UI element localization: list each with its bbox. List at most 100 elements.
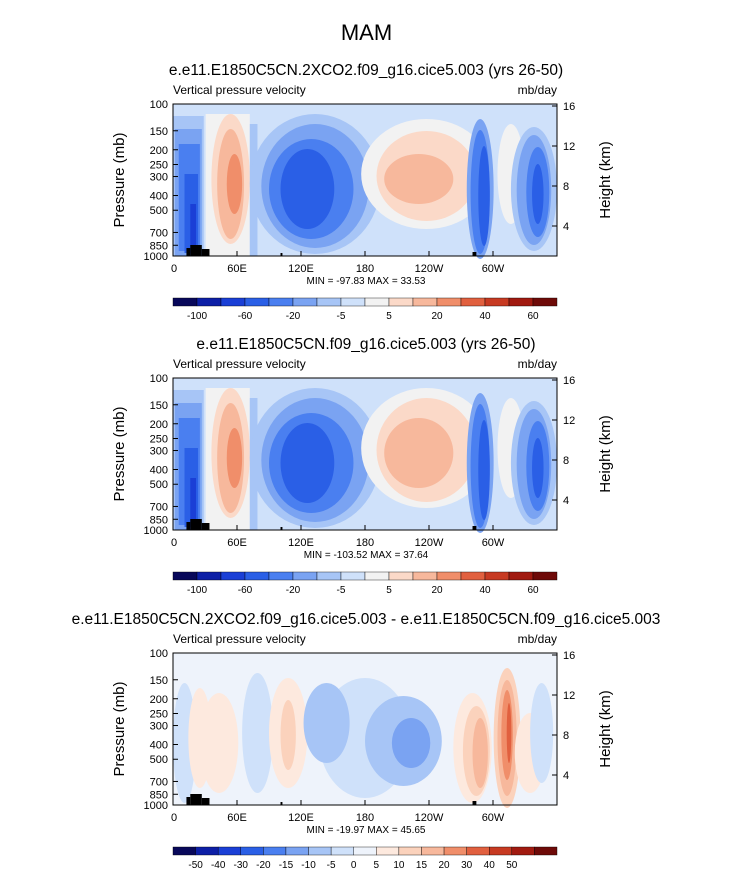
y2-axis-title: Height (km) bbox=[597, 141, 614, 219]
field-contour bbox=[532, 438, 544, 498]
colorbar-swatch bbox=[412, 297, 438, 307]
colorbar-swatch bbox=[316, 571, 342, 581]
panel-title: e.e11.E1850C5CN.f09_g16.cice5.003 (yrs 2… bbox=[196, 336, 535, 353]
field-contour bbox=[303, 683, 350, 763]
x-tick-label: 60E bbox=[227, 812, 247, 824]
y-tick-label: 200 bbox=[150, 419, 168, 431]
colorbar-swatch bbox=[484, 297, 510, 307]
colorbar-swatch bbox=[217, 846, 241, 856]
colorbar-label: -5 bbox=[337, 585, 346, 596]
colorbar-swatch bbox=[172, 297, 198, 307]
colorbar-swatch bbox=[376, 846, 400, 856]
x-tick-label: 120E bbox=[288, 537, 314, 549]
y-tick-label: 1000 bbox=[144, 800, 168, 812]
y-tick-label: 100 bbox=[150, 373, 168, 385]
field-contour bbox=[199, 693, 239, 793]
field-plot bbox=[173, 378, 557, 533]
colorbar-label: 50 bbox=[506, 860, 518, 871]
y-tick-label: 850 bbox=[150, 240, 168, 252]
topography bbox=[201, 523, 210, 530]
colorbar-swatch bbox=[398, 846, 422, 856]
colorbar-label: 20 bbox=[431, 311, 443, 322]
y2-tick-label: 4 bbox=[563, 770, 569, 782]
colorbar-label: 20 bbox=[438, 860, 450, 871]
y-tick-label: 500 bbox=[150, 754, 168, 766]
x-tick-label: 120W bbox=[415, 812, 444, 824]
topography bbox=[186, 797, 191, 805]
x-tick-label: 120E bbox=[288, 263, 314, 275]
colorbar-swatch bbox=[388, 297, 414, 307]
field-contour bbox=[532, 164, 544, 224]
topography bbox=[186, 522, 191, 530]
field-contour bbox=[472, 718, 488, 788]
colorbar-label: -10 bbox=[301, 860, 316, 871]
y2-tick-label: 8 bbox=[563, 730, 569, 742]
field-contour bbox=[391, 718, 431, 768]
y2-tick-label: 16 bbox=[563, 375, 575, 387]
panel-title: e.e11.E1850C5CN.2XCO2.f09_g16.cice5.003 … bbox=[72, 611, 661, 628]
colorbar-label: 30 bbox=[461, 860, 473, 871]
colorbar-label: 15 bbox=[416, 860, 428, 871]
colorbar-swatch bbox=[511, 846, 535, 856]
y-tick-label: 150 bbox=[150, 126, 168, 138]
colorbar-swatch bbox=[220, 571, 246, 581]
y-tick-label: 300 bbox=[150, 721, 168, 733]
field-contour bbox=[530, 683, 554, 783]
y2-tick-label: 12 bbox=[563, 415, 575, 427]
field-contour bbox=[280, 149, 335, 229]
y-tick-label: 700 bbox=[150, 501, 168, 513]
colorbar-label: -50 bbox=[188, 860, 203, 871]
y-tick-label: 100 bbox=[150, 99, 168, 111]
units-label: mb/day bbox=[518, 357, 557, 371]
colorbar-label: -100 bbox=[187, 585, 207, 596]
field-band bbox=[190, 478, 197, 530]
x-tick-label: 120W bbox=[415, 263, 444, 275]
colorbar-swatch bbox=[508, 571, 534, 581]
colorbar-swatch bbox=[330, 846, 354, 856]
y2-tick-label: 16 bbox=[563, 650, 575, 662]
colorbar-label: 0 bbox=[351, 860, 357, 871]
colorbar-label: -60 bbox=[238, 585, 253, 596]
topography bbox=[190, 245, 202, 256]
field-contour bbox=[226, 428, 243, 488]
colorbar-swatch bbox=[172, 571, 198, 581]
y-tick-label: 250 bbox=[150, 708, 168, 720]
colorbar-swatch bbox=[244, 297, 270, 307]
y-tick-label: 500 bbox=[150, 205, 168, 217]
colorbar-label: 60 bbox=[527, 585, 539, 596]
topography bbox=[201, 249, 210, 256]
colorbar-swatch bbox=[220, 297, 246, 307]
y2-tick-label: 12 bbox=[563, 141, 575, 153]
chart-panel-2: e.e11.E1850C5CN.f09_g16.cice5.003 (yrs 2… bbox=[111, 336, 614, 596]
y-axis-title: Pressure (mb) bbox=[111, 681, 128, 776]
topography bbox=[472, 252, 477, 256]
topography bbox=[190, 519, 202, 530]
y-tick-label: 300 bbox=[150, 446, 168, 458]
field-contour bbox=[242, 673, 273, 793]
field-contour bbox=[384, 418, 454, 488]
colorbar-label: -40 bbox=[211, 860, 226, 871]
y-tick-label: 150 bbox=[150, 675, 168, 687]
min-max-stats: MIN = -103.52 MAX = 37.64 bbox=[304, 550, 429, 561]
chart-panel-1: e.e11.E1850C5CN.2XCO2.f09_g16.cice5.003 … bbox=[111, 62, 614, 322]
x-tick-label: 180 bbox=[356, 537, 374, 549]
colorbar-swatch bbox=[388, 571, 414, 581]
min-max-stats: MIN = -19.97 MAX = 45.65 bbox=[307, 825, 426, 836]
colorbar-swatch bbox=[195, 846, 219, 856]
colorbar-label: -30 bbox=[234, 860, 249, 871]
x-tick-label: 60E bbox=[227, 263, 247, 275]
colorbar-swatch bbox=[172, 846, 196, 856]
variable-label: Vertical pressure velocity bbox=[173, 632, 306, 646]
x-tick-label: 120W bbox=[415, 537, 444, 549]
colorbar-swatch bbox=[412, 571, 438, 581]
colorbar-label: 5 bbox=[386, 311, 392, 322]
topography bbox=[190, 794, 202, 805]
colorbar-swatch bbox=[268, 571, 294, 581]
colorbar-label: -100 bbox=[187, 311, 207, 322]
colorbar-swatch bbox=[508, 297, 534, 307]
x-tick-label: 0 bbox=[171, 263, 177, 275]
colorbar-swatch bbox=[292, 297, 318, 307]
colorbar-swatch bbox=[353, 846, 377, 856]
y2-tick-label: 8 bbox=[563, 455, 569, 467]
field-plot bbox=[173, 104, 557, 259]
